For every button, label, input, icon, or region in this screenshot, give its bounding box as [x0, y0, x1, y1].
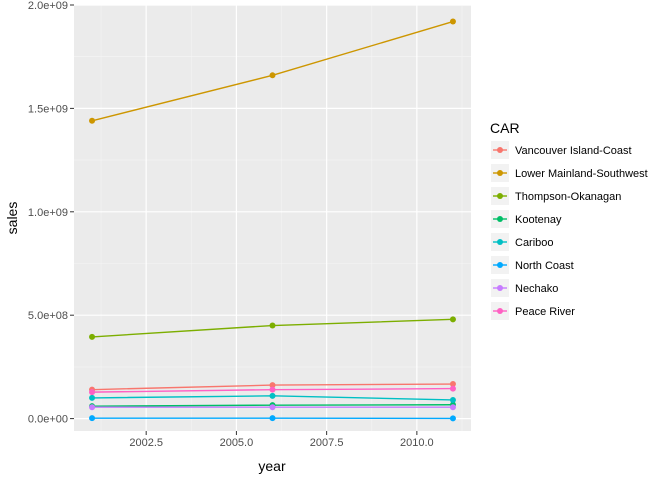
legend-key-point: [497, 147, 503, 153]
legend-label: Peace River: [515, 306, 575, 318]
y-tick-label: 1.5e+09: [28, 103, 68, 115]
data-point-thompson-okanagan: [449, 316, 456, 323]
data-point-vancouver-island-coast: [449, 381, 456, 388]
x-axis: 2002.5 2005.0 2007.5 2010.0: [129, 431, 434, 449]
data-point-peace-river: [269, 386, 276, 393]
legend-item-thompson-okanagan: Thompson-Okanagan: [491, 187, 621, 205]
x-tick-label: 2002.5: [129, 437, 163, 449]
legend-key-point: [497, 285, 503, 291]
y-tick-label: 5.0e+08: [28, 310, 68, 322]
data-point-lower-mainland-southwest: [269, 72, 276, 79]
data-point-north-coast: [269, 415, 276, 422]
data-point-thompson-okanagan: [89, 333, 96, 340]
legend-label: North Coast: [515, 260, 574, 272]
series-nechako: [89, 404, 456, 411]
series-layer: [89, 18, 456, 422]
legend-item-nechako: Nechako: [491, 279, 558, 297]
data-point-lower-mainland-southwest: [89, 117, 96, 124]
data-point-north-coast: [89, 415, 96, 422]
x-tick-label: 2007.5: [310, 437, 344, 449]
legend-label: Cariboo: [515, 237, 554, 249]
legend-key-point: [497, 262, 503, 268]
series-lower-mainland-southwest: [89, 18, 456, 124]
series-cariboo: [89, 392, 456, 403]
legend-item-lower-mainland-southwest: Lower Mainland-Southwest: [491, 164, 648, 182]
grid-minor: [74, 5, 471, 431]
y-axis: 0.0e+00 5.0e+08 1.0e+09 1.5e+09 2.0e+09: [28, 0, 74, 426]
x-tick-label: 2005.0: [220, 437, 254, 449]
series-thompson-okanagan: [89, 316, 456, 340]
legend-item-vancouver-island-coast: Vancouver Island-Coast: [491, 141, 632, 159]
data-point-lower-mainland-southwest: [449, 18, 456, 25]
data-point-nechako: [449, 404, 456, 411]
x-tick-label: 2010.0: [400, 437, 434, 449]
legend-label: Thompson-Okanagan: [515, 191, 621, 203]
legend-key-point: [497, 193, 503, 199]
legend-item-cariboo: Cariboo: [491, 233, 554, 251]
data-point-nechako: [269, 404, 276, 411]
legend-label: Vancouver Island-Coast: [515, 145, 632, 157]
data-point-north-coast: [449, 415, 456, 422]
data-point-peace-river: [449, 385, 456, 392]
legend-item-kootenay: Kootenay: [491, 210, 562, 228]
legend-item-peace-river: Peace River: [491, 302, 575, 320]
x-axis-title: year: [258, 458, 286, 474]
y-tick-label: 0.0e+00: [28, 414, 68, 426]
legend-key-point: [497, 239, 503, 245]
data-point-peace-river: [89, 389, 96, 396]
y-axis-title: sales: [4, 202, 20, 235]
data-point-cariboo: [269, 392, 276, 399]
series-north-coast: [89, 415, 456, 422]
data-point-cariboo: [89, 394, 96, 401]
data-point-thompson-okanagan: [269, 322, 276, 329]
series-peace-river: [89, 385, 456, 396]
legend-label: Kootenay: [515, 214, 562, 226]
data-point-cariboo: [449, 396, 456, 403]
data-point-vancouver-island-coast: [269, 382, 276, 389]
y-tick-label: 2.0e+09: [28, 0, 68, 12]
legend: CAR Vancouver Island-Coast Lower Mainland…: [490, 120, 648, 320]
legend-key-point: [497, 170, 503, 176]
legend-key-point: [497, 216, 503, 222]
legend-label: Nechako: [515, 283, 558, 295]
legend-item-north-coast: North Coast: [491, 256, 574, 274]
legend-key-point: [497, 308, 503, 314]
y-tick-label: 1.0e+09: [28, 207, 68, 219]
legend-title: CAR: [490, 120, 520, 136]
data-point-nechako: [89, 404, 96, 411]
legend-label: Lower Mainland-Southwest: [515, 168, 648, 180]
